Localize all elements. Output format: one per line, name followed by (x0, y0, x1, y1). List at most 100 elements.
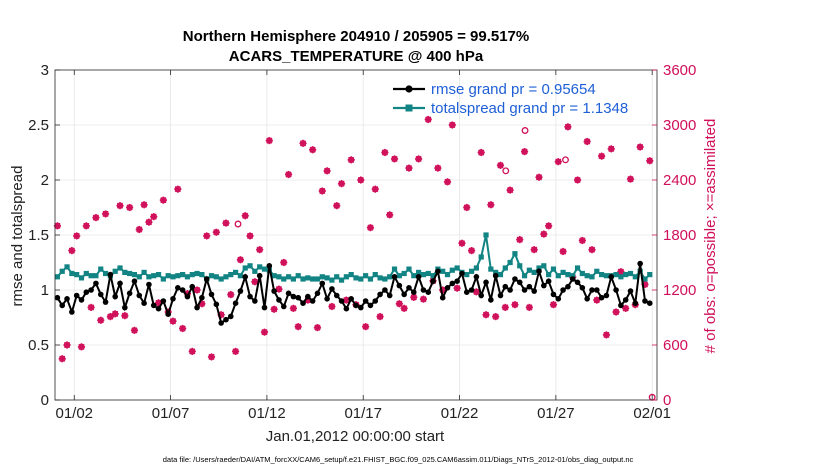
totalspread-point (338, 277, 345, 283)
rmse-point (618, 302, 624, 309)
rmse-point (252, 298, 258, 304)
rmse-point (391, 274, 398, 280)
assimilated-marker (362, 323, 370, 331)
rmse-point (338, 298, 345, 304)
rmse-point (598, 294, 605, 301)
assimilated-marker (294, 323, 302, 331)
rmse-point (608, 274, 615, 280)
totalspread-point (401, 270, 407, 277)
asterisk-stroke (160, 197, 167, 204)
asterisk-stroke (78, 343, 85, 350)
rmse-point (502, 283, 509, 290)
rmse-point (386, 292, 393, 299)
asterisk-stroke (386, 211, 393, 218)
assimilated-marker (313, 323, 322, 332)
totalspread-point (146, 274, 152, 280)
rmse-point (637, 260, 643, 267)
rmse-point (512, 276, 518, 282)
asterisk-stroke (213, 229, 220, 236)
asterisk-stroke (256, 246, 263, 253)
rmse-point (300, 300, 306, 307)
totalspread-point (574, 265, 581, 271)
totalspread-point (189, 272, 195, 278)
assimilated-marker (424, 115, 432, 124)
assimilated-marker (646, 157, 654, 165)
assimilated-marker (501, 303, 509, 312)
rmse-point (319, 280, 326, 287)
assimilated-marker (145, 218, 153, 226)
rmse-point (59, 302, 66, 309)
totalspread-point (382, 276, 388, 282)
totalspread-point (526, 267, 532, 273)
rmse-point (194, 304, 200, 311)
assimilated-marker (622, 304, 630, 312)
totalspread-point (570, 273, 576, 279)
assimilated-marker (68, 246, 76, 255)
assimilated-marker (246, 232, 254, 240)
y2-tick-label: 3000 (663, 117, 696, 134)
x-tick-label: 01/02 (55, 405, 93, 422)
rmse-point (54, 294, 61, 301)
assimilated-marker (357, 176, 365, 184)
assimilated-marker (179, 324, 187, 333)
asterisk-stroke (198, 300, 206, 307)
rmse-point (594, 287, 600, 293)
assimilated-marker (241, 212, 249, 220)
totalspread-point (502, 265, 508, 271)
totalspread-point (497, 272, 504, 278)
rmse-point (579, 285, 586, 291)
rmse-point (314, 290, 321, 297)
totalspread-point (69, 270, 75, 277)
rmse-point (372, 298, 379, 304)
y-axis-label: rmse and totalspread (9, 166, 26, 307)
totalspread-point (237, 273, 244, 279)
assimilated-marker (492, 312, 500, 321)
totalspread-point (300, 276, 306, 282)
rmse-point (439, 294, 446, 301)
rmse-point (237, 288, 244, 294)
assimilated-marker (126, 203, 134, 212)
assimilated-marker (121, 312, 129, 320)
assimilated-marker (366, 224, 375, 232)
assimilated-marker (458, 239, 466, 247)
possible-marker (521, 127, 529, 134)
x-tick-label: 01/07 (152, 405, 190, 422)
x-axis-label: Jan.01,2012 00:00:00 start (266, 428, 445, 445)
totalspread-point (295, 273, 301, 279)
asterisk-stroke (574, 176, 581, 184)
totalspread-point (517, 263, 523, 269)
asterisk-stroke (275, 285, 283, 293)
asterisk-stroke (540, 230, 547, 238)
rmse-point (266, 263, 273, 269)
totalspread-point (449, 267, 455, 273)
assimilated-marker (101, 210, 110, 218)
totalspread-point (343, 274, 349, 280)
y2-tick-label: 2400 (663, 172, 696, 189)
x-tick-label: 02/01 (633, 405, 671, 422)
chart-subtitle: ACARS_TEMPERATURE @ 400 hPa (229, 48, 484, 65)
asterisk-stroke (189, 348, 196, 355)
totalspread-point (599, 272, 605, 278)
assimilated-marker (525, 303, 533, 312)
rmse-point (420, 287, 427, 293)
rmse-point (646, 300, 653, 307)
totalspread-point (151, 273, 157, 279)
rmse-point (179, 287, 186, 293)
totalspread-point (521, 273, 528, 279)
asterisk-stroke (391, 155, 398, 163)
assimilated-marker (116, 202, 124, 210)
rmse-point (333, 292, 340, 299)
assimilated-marker (477, 148, 485, 157)
asterisk-stroke (237, 256, 244, 263)
asterisk-stroke (169, 318, 177, 325)
asterisk-stroke (463, 204, 470, 211)
rmse-point (401, 291, 407, 298)
rmse-point (541, 282, 547, 289)
rmse-point (184, 293, 191, 300)
rmse-point (305, 293, 311, 300)
asterisk-stroke (478, 149, 485, 156)
legend-spread-label: totalspread grand pr = 1.1348 (431, 100, 628, 117)
assimilated-marker (593, 296, 601, 304)
x-tick-label: 01/22 (441, 405, 479, 422)
totalspread-point (136, 274, 142, 280)
